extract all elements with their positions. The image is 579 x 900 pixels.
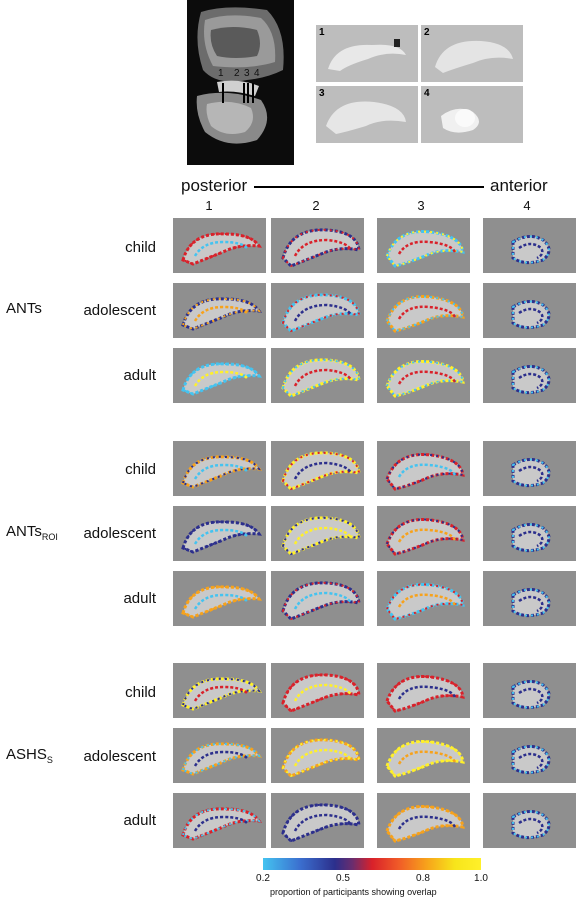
thumbnail-label-4: 4: [424, 88, 430, 99]
thumbnail-slice-2: 2: [421, 25, 523, 82]
thumbnail-slice-3: 3: [316, 86, 418, 143]
slice-marker-label-3: 3: [244, 68, 250, 79]
overlap-tile: [483, 793, 576, 848]
group-label-text: ASHS: [6, 746, 47, 763]
thumbnail-slice-1: 1: [316, 25, 418, 82]
overlap-tile: [173, 218, 266, 273]
column-number-3: 3: [417, 198, 425, 213]
sagittal-overview-image: [187, 0, 294, 165]
overlap-tile: [483, 571, 576, 626]
overlap-tile: [173, 283, 266, 338]
age-label-ants-adolescent: adolescent: [83, 302, 156, 319]
axis-line: [254, 186, 484, 188]
overlap-tile: [483, 348, 576, 403]
group-label-ants: ANTs: [6, 300, 42, 317]
group-label-ashs-s: ASHSS: [6, 746, 53, 765]
column-number-1: 1: [205, 198, 213, 213]
overlap-tile: [271, 283, 364, 338]
overlap-tile: [271, 793, 364, 848]
anterior-label: anterior: [490, 176, 548, 195]
posterior-label: posterior: [181, 176, 248, 195]
group-label-text: ANTs: [6, 300, 42, 317]
group-label-text: ANTs: [6, 523, 42, 540]
thumbnail-label-2: 2: [424, 27, 430, 38]
slice-marker-line-1: [222, 83, 224, 103]
colorbar-tick-0-5: 0.5: [336, 873, 350, 884]
age-label-antsroi-child: child: [125, 461, 156, 478]
overlap-tile: [483, 728, 576, 783]
overlap-tile: [271, 348, 364, 403]
overlap-tile: [483, 506, 576, 561]
overlap-tile: [377, 283, 470, 338]
age-label-ants-child: child: [125, 239, 156, 256]
colorbar-tick-0-8: 0.8: [416, 873, 430, 884]
overlap-tile: [271, 728, 364, 783]
group-label-subscript: ROI: [41, 532, 58, 542]
group-label-subscript: S: [46, 755, 53, 765]
overlap-tile: [483, 441, 576, 496]
slice-marker-label-1: 1: [218, 68, 224, 79]
overlap-tile: [173, 728, 266, 783]
overlap-tile: [271, 441, 364, 496]
overlap-tile: [271, 571, 364, 626]
overlap-tile: [271, 218, 364, 273]
age-label-ants-adult: adult: [123, 367, 156, 384]
overlap-tile: [173, 506, 266, 561]
overlap-tile: [377, 506, 470, 561]
overlap-tile: [483, 218, 576, 273]
overlap-tile: [377, 728, 470, 783]
overlap-tile: [377, 571, 470, 626]
overlap-tile: [377, 663, 470, 718]
age-label-ashs-adult: adult: [123, 812, 156, 829]
overlap-tile: [377, 348, 470, 403]
overlap-tile: [173, 663, 266, 718]
overlap-tile: [271, 506, 364, 561]
colorbar-tick-1-0: 1.0: [474, 873, 488, 884]
group-label-ants-roi: ANTsROI: [6, 523, 58, 542]
overlap-tile: [483, 283, 576, 338]
overlap-tile: [377, 441, 470, 496]
colorbar: [263, 858, 481, 870]
overlap-tile: [173, 571, 266, 626]
slice-marker-line-4: [252, 83, 254, 103]
overlap-tile: [173, 441, 266, 496]
overlap-tile: [483, 663, 576, 718]
overlap-tile: [377, 793, 470, 848]
age-label-ashs-adolescent: adolescent: [83, 748, 156, 765]
slice-marker-line-3: [247, 83, 249, 103]
column-number-2: 2: [312, 198, 320, 213]
age-label-antsroi-adolescent: adolescent: [83, 525, 156, 542]
overlap-tile: [377, 218, 470, 273]
overlap-tile: [271, 663, 364, 718]
thumbnail-label-1: 1: [319, 27, 325, 38]
slice-marker-line-2: [243, 83, 245, 103]
column-number-4: 4: [523, 198, 531, 213]
thumbnail-label-3: 3: [319, 88, 325, 99]
thumbnail-slice-4: 4: [421, 86, 523, 143]
overlap-tile: [173, 348, 266, 403]
slice-marker-label-2: 2: [234, 68, 240, 79]
slice-marker-label-4: 4: [254, 68, 260, 79]
colorbar-tick-0-2: 0.2: [256, 873, 270, 884]
age-label-antsroi-adult: adult: [123, 590, 156, 607]
age-label-ashs-child: child: [125, 684, 156, 701]
overlap-tile: [173, 793, 266, 848]
colorbar-label: proportion of participants showing overl…: [270, 887, 437, 897]
